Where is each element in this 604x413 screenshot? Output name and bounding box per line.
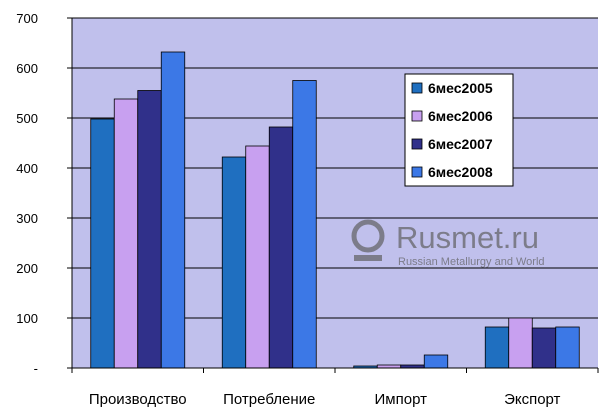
x-axis-ticks: Производство Потребление Импорт Экспорт	[71, 368, 599, 408]
watermark-title: Rusmet.ru	[396, 220, 539, 255]
watermark: Rusmet.ru Russian Metallurgy and World	[351, 219, 545, 268]
legend-label: 6мес2005	[428, 80, 493, 96]
bar-6мес2008-1	[292, 80, 317, 369]
legend-swatch	[411, 110, 423, 122]
bar-6мес2008-0	[160, 51, 186, 369]
legend-label: 6мес2006	[428, 108, 493, 124]
bar-6мес2006-0	[113, 98, 139, 369]
y-tick-label: 400	[16, 161, 38, 176]
bar-6мес2007-0	[137, 90, 162, 369]
bars	[90, 51, 580, 369]
bar-6мес2006-3	[508, 317, 533, 369]
watermark-subtitle: Russian Metallurgy and World	[398, 256, 545, 268]
legend-label: 6мес2008	[428, 164, 493, 180]
bar-6мес2005-0	[90, 118, 115, 369]
y-tick-label: 700	[16, 11, 38, 26]
bar-6мес2008-2	[423, 354, 449, 369]
x-tick-label: Потребление	[223, 391, 315, 408]
x-tick-label: Импорт	[375, 391, 428, 408]
x-tick-label: Производство	[89, 391, 187, 408]
bar-6мес2008-3	[555, 326, 580, 369]
y-tick-label: 600	[16, 61, 38, 76]
y-axis-ticks: - 100 200 300 400 500 600 700	[16, 11, 72, 376]
rusmet-logo-icon	[351, 219, 385, 261]
y-tick-label: 200	[16, 261, 38, 276]
legend-swatch	[411, 138, 423, 150]
x-tick-label: Экспорт	[504, 391, 560, 408]
y-tick-label: 500	[16, 111, 38, 126]
legend-swatch	[411, 82, 423, 94]
bar-6мес2005-3	[484, 326, 510, 369]
bar-6мес2006-1	[245, 145, 270, 369]
legend-box	[404, 73, 514, 187]
bar-6мес2007-1	[268, 126, 294, 369]
y-tick-label: 300	[16, 211, 38, 226]
legend: 6мес2005 6мес2006 6мес2007 6мес2008	[404, 73, 514, 187]
legend-swatch	[411, 166, 423, 178]
y-tick-label: 100	[16, 311, 38, 326]
legend-label: 6мес2007	[428, 136, 493, 152]
bar-6мес2007-3	[531, 327, 557, 369]
y-tick-label: -	[34, 361, 38, 376]
bar-6мес2005-1	[221, 156, 247, 369]
